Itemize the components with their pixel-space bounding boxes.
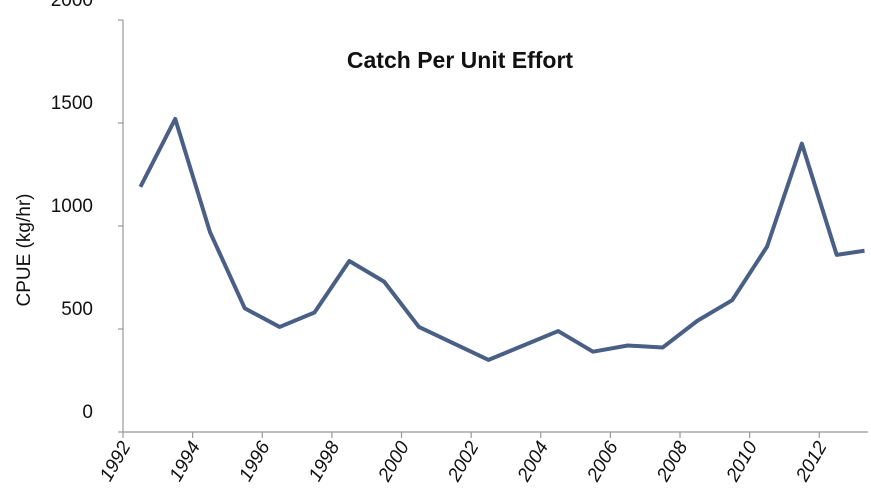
x-tick-label: 1998 — [305, 438, 345, 485]
y-tick-label: 0 — [82, 402, 93, 423]
y-tick-label: 2000 — [51, 0, 93, 11]
x-tick-label: 2010 — [722, 438, 762, 486]
x-tick-label: 1994 — [166, 438, 205, 485]
x-tick-label: 1996 — [235, 438, 275, 485]
y-tick-label: 1500 — [51, 93, 93, 114]
y-axis-label: CPUE (kg/hr) — [14, 194, 35, 307]
x-tick-label: 2006 — [583, 438, 623, 486]
x-tick-label: 2000 — [374, 438, 414, 486]
y-tick-label: 500 — [61, 299, 93, 320]
data-line — [138, 116, 865, 362]
y-tick-label: 1000 — [51, 196, 93, 217]
x-tick-label: 2012 — [792, 438, 832, 486]
x-tick-label: 2002 — [444, 438, 484, 486]
x-tick-label: 2004 — [513, 438, 553, 486]
x-tick-label: 1992 — [96, 438, 136, 485]
x-tick-label: 2008 — [653, 438, 693, 486]
chart-title: Catch Per Unit Effort — [347, 47, 574, 73]
